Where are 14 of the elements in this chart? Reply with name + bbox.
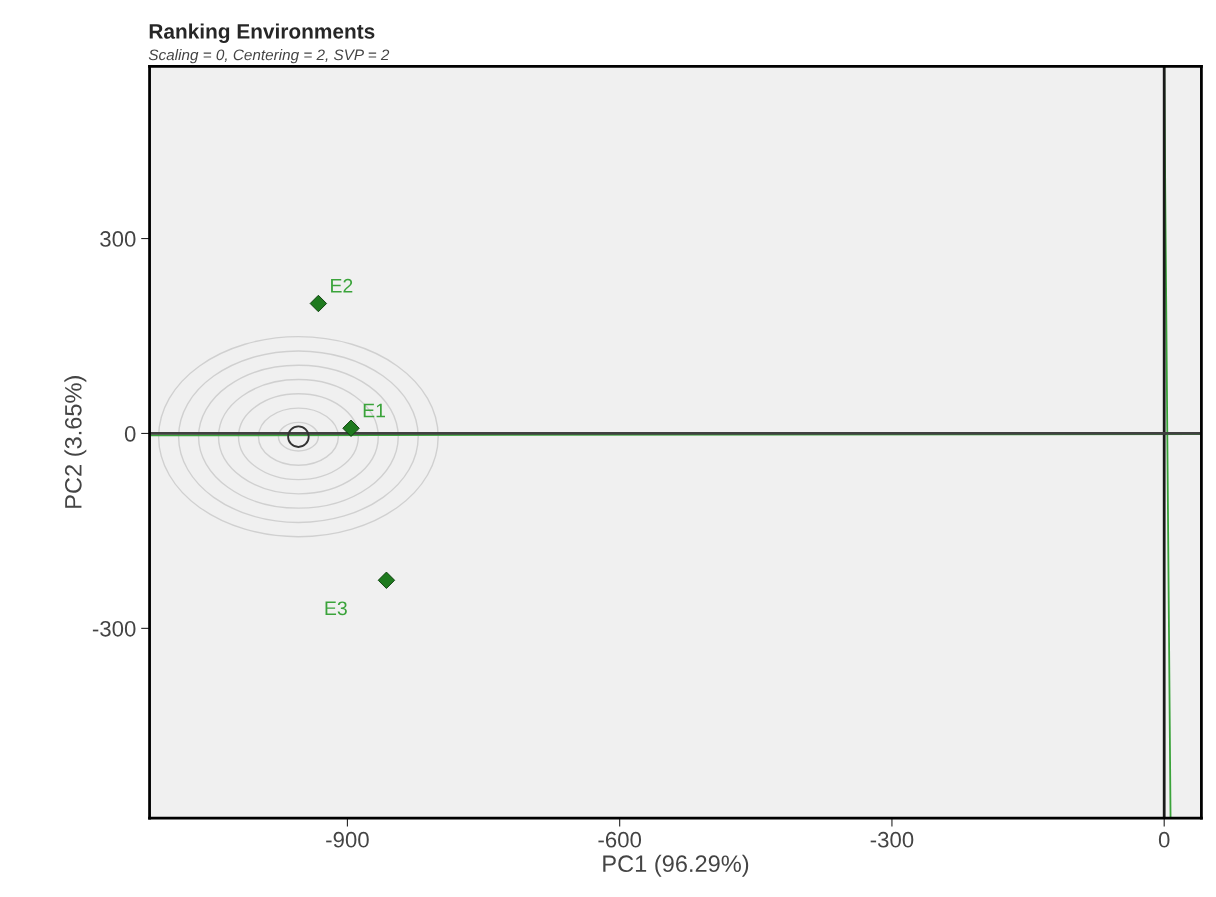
series-label: E2 <box>331 278 353 293</box>
series-label: E3 <box>325 601 347 616</box>
x-tick-label: -600 <box>598 831 642 848</box>
chart-subtitle: Scaling = 0, Centering = 2, SVP = 2 <box>148 49 390 64</box>
x-tick-label: -900 <box>326 831 369 848</box>
x-tick-label: -300 <box>870 831 914 848</box>
series-label: E1 <box>363 403 385 418</box>
y-tick-label: 0 <box>124 425 136 442</box>
y-axis-title: PC2 (3.65%) <box>64 376 87 508</box>
y-tick-label: -300 <box>92 620 136 637</box>
x-axis-title: PC1 (96.29%) <box>603 854 749 877</box>
chart-title: Ranking Environments <box>149 23 375 43</box>
y-tick-label: 300 <box>100 231 136 247</box>
x-tick-label: 0 <box>1158 831 1170 848</box>
